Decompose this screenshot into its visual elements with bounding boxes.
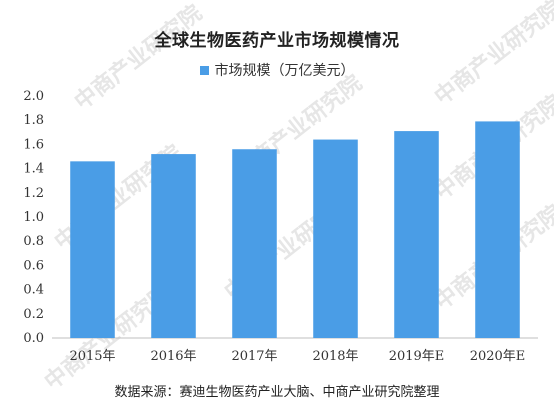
y-tick-label: 0.6	[23, 258, 44, 273]
bar	[232, 149, 277, 338]
x-tick-label: 2015年	[69, 349, 115, 364]
x-tick-label: 2017年	[231, 349, 277, 364]
x-tick-label: 2019年E	[389, 349, 445, 364]
legend-label: 市场规模（万亿美元）	[214, 63, 355, 79]
chart-title: 全球生物医药产业市场规模情况	[154, 31, 400, 51]
source-note: 数据来源：赛迪生物医药产业大脑、中商产业研究院整理	[114, 385, 440, 400]
bar	[475, 121, 520, 338]
y-tick-label: 0.8	[23, 234, 44, 249]
bar	[70, 161, 115, 338]
y-tick-label: 1.4	[23, 162, 44, 177]
bar	[394, 131, 439, 338]
x-tick-label: 2016年	[150, 349, 196, 364]
bar	[313, 139, 358, 338]
y-tick-label: 2.0	[23, 89, 44, 104]
legend-swatch	[199, 65, 209, 75]
y-tick-label: 0.4	[23, 283, 44, 298]
y-tick-label: 1.2	[23, 186, 44, 201]
y-tick-label: 1.8	[23, 113, 44, 128]
bar	[151, 154, 196, 338]
y-tick-label: 1.0	[23, 210, 44, 225]
y-tick-label: 0.0	[23, 331, 44, 346]
x-tick-label: 2018年	[312, 349, 358, 364]
x-tick-label: 2020年E	[470, 349, 526, 364]
legend: 市场规模（万亿美元）	[0, 60, 554, 80]
y-tick-label: 0.2	[23, 307, 44, 322]
y-tick-label: 1.6	[23, 137, 44, 152]
